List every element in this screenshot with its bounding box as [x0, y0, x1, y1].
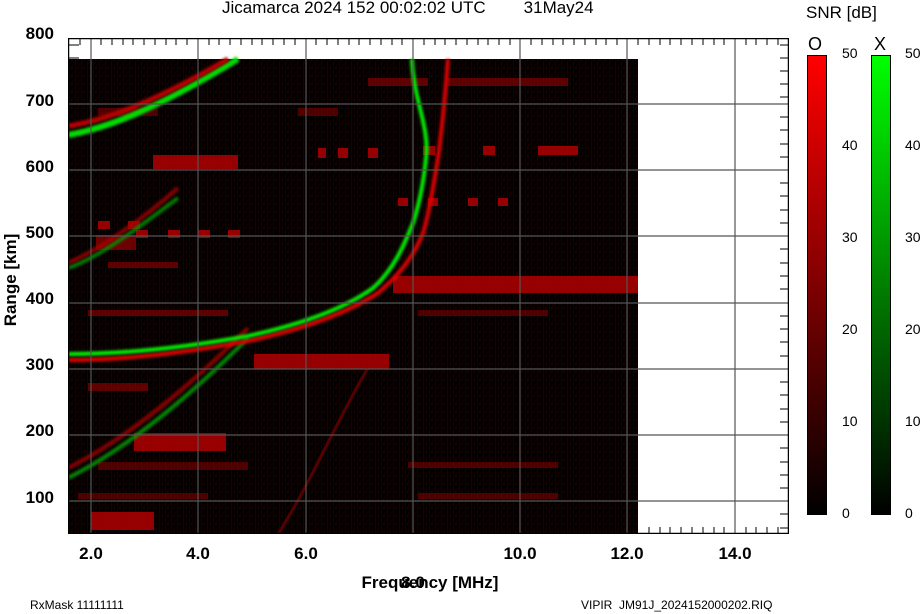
rx-mask-label: RxMask 11111111 [30, 598, 124, 612]
colorbar-o-mode [807, 55, 827, 515]
cb-x-tick-40: 40 [905, 137, 921, 153]
x-axis-label: Frequency [MHz] [361, 573, 499, 592]
title-station: Jicamarca 2024 152 00:02:02 UTC [222, 0, 486, 17]
ytick-700: 700 [25, 91, 54, 110]
ytick-200: 200 [25, 421, 54, 440]
xtick-8: 8.0 [401, 573, 425, 592]
colorbar-title: SNR [dB] [806, 3, 877, 22]
xtick-6: 6.0 [294, 544, 318, 563]
xtick-4: 4.0 [186, 544, 210, 563]
ytick-500: 500 [25, 223, 54, 242]
cb-o-tick-30: 30 [842, 229, 858, 245]
cb-x-tick-30: 30 [905, 229, 921, 245]
cb-x-tick-20: 20 [905, 321, 921, 337]
colorbar-x-mode [871, 55, 891, 515]
xtick-14: 14.0 [718, 544, 752, 563]
xtick-10: 10.0 [503, 544, 537, 563]
cb-o-tick-50: 50 [842, 45, 858, 61]
cb-o-tick-0: 0 [842, 505, 850, 521]
title-date: 31May24 [523, 0, 594, 17]
y-axis-label: Range [km] [1, 233, 20, 327]
cb-x-tick-10: 10 [905, 413, 921, 429]
cb-x-tick-50: 50 [905, 45, 921, 61]
ytick-800: 800 [25, 24, 54, 43]
cb-x-tick-0: 0 [905, 505, 913, 521]
xtick-2: 2.0 [79, 544, 103, 563]
cb-o-tick-10: 10 [842, 413, 858, 429]
cb-o-tick-20: 20 [842, 321, 858, 337]
cb-o-tick-40: 40 [842, 137, 858, 153]
xtick-12: 12.0 [610, 544, 644, 563]
ytick-100: 100 [25, 488, 54, 507]
colorbar-x-label: X [874, 34, 887, 54]
ytick-300: 300 [25, 355, 54, 374]
ytick-600: 600 [25, 157, 54, 176]
chart-title: Jicamarca 2024 152 00:02:02 UTC 31May24 [222, 0, 594, 18]
ionogram-plot [68, 38, 789, 534]
ytick-400: 400 [25, 289, 54, 308]
colorbar-o-label: O [808, 34, 823, 54]
file-name-label: VIPIR JM91J_2024152000202.RIQ [581, 598, 773, 612]
